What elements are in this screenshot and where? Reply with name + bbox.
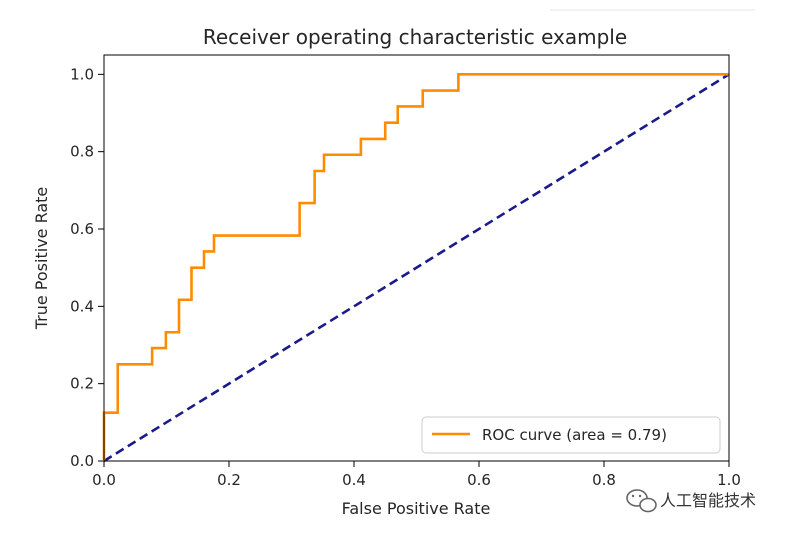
- x-axis: 0.0 0.2 0.4 0.6 0.8 1.0: [92, 461, 741, 489]
- y-tick-label: 0.6: [70, 220, 94, 238]
- y-axis-label: True Positive Rate: [32, 187, 51, 331]
- x-tick-label: 0.2: [217, 471, 241, 489]
- plot-series: [102, 73, 730, 463]
- wechat-icon: [626, 489, 657, 513]
- roc-curve-line: [102, 73, 729, 461]
- legend: ROC curve (area = 0.79): [421, 416, 721, 454]
- y-tick-label: 0.8: [70, 143, 94, 161]
- x-tick-label: 0.8: [592, 471, 616, 489]
- y-tick-label: 0.2: [70, 375, 94, 393]
- legend-label-roc: ROC curve (area = 0.79): [482, 426, 667, 444]
- legend-box: [421, 416, 721, 454]
- chart-title: Receiver operating characteristic exampl…: [203, 25, 627, 49]
- watermark: 人工智能技术: [626, 489, 756, 513]
- x-tick-label: 0.6: [467, 471, 491, 489]
- y-tick-label: 0.0: [70, 452, 94, 470]
- x-axis-label: False Positive Rate: [342, 499, 491, 518]
- x-tick-label: 0.0: [92, 471, 116, 489]
- x-tick-label: 1.0: [717, 471, 741, 489]
- y-axis: 0.0 0.2 0.4 0.6 0.8 1.0: [70, 65, 104, 470]
- y-tick-label: 0.4: [70, 297, 94, 315]
- y-tick-label: 1.0: [70, 65, 94, 83]
- watermark-text: 人工智能技术: [660, 491, 756, 510]
- x-tick-label: 0.4: [342, 471, 366, 489]
- plot-frame: [103, 54, 730, 462]
- chance-diagonal-line: [103, 73, 730, 463]
